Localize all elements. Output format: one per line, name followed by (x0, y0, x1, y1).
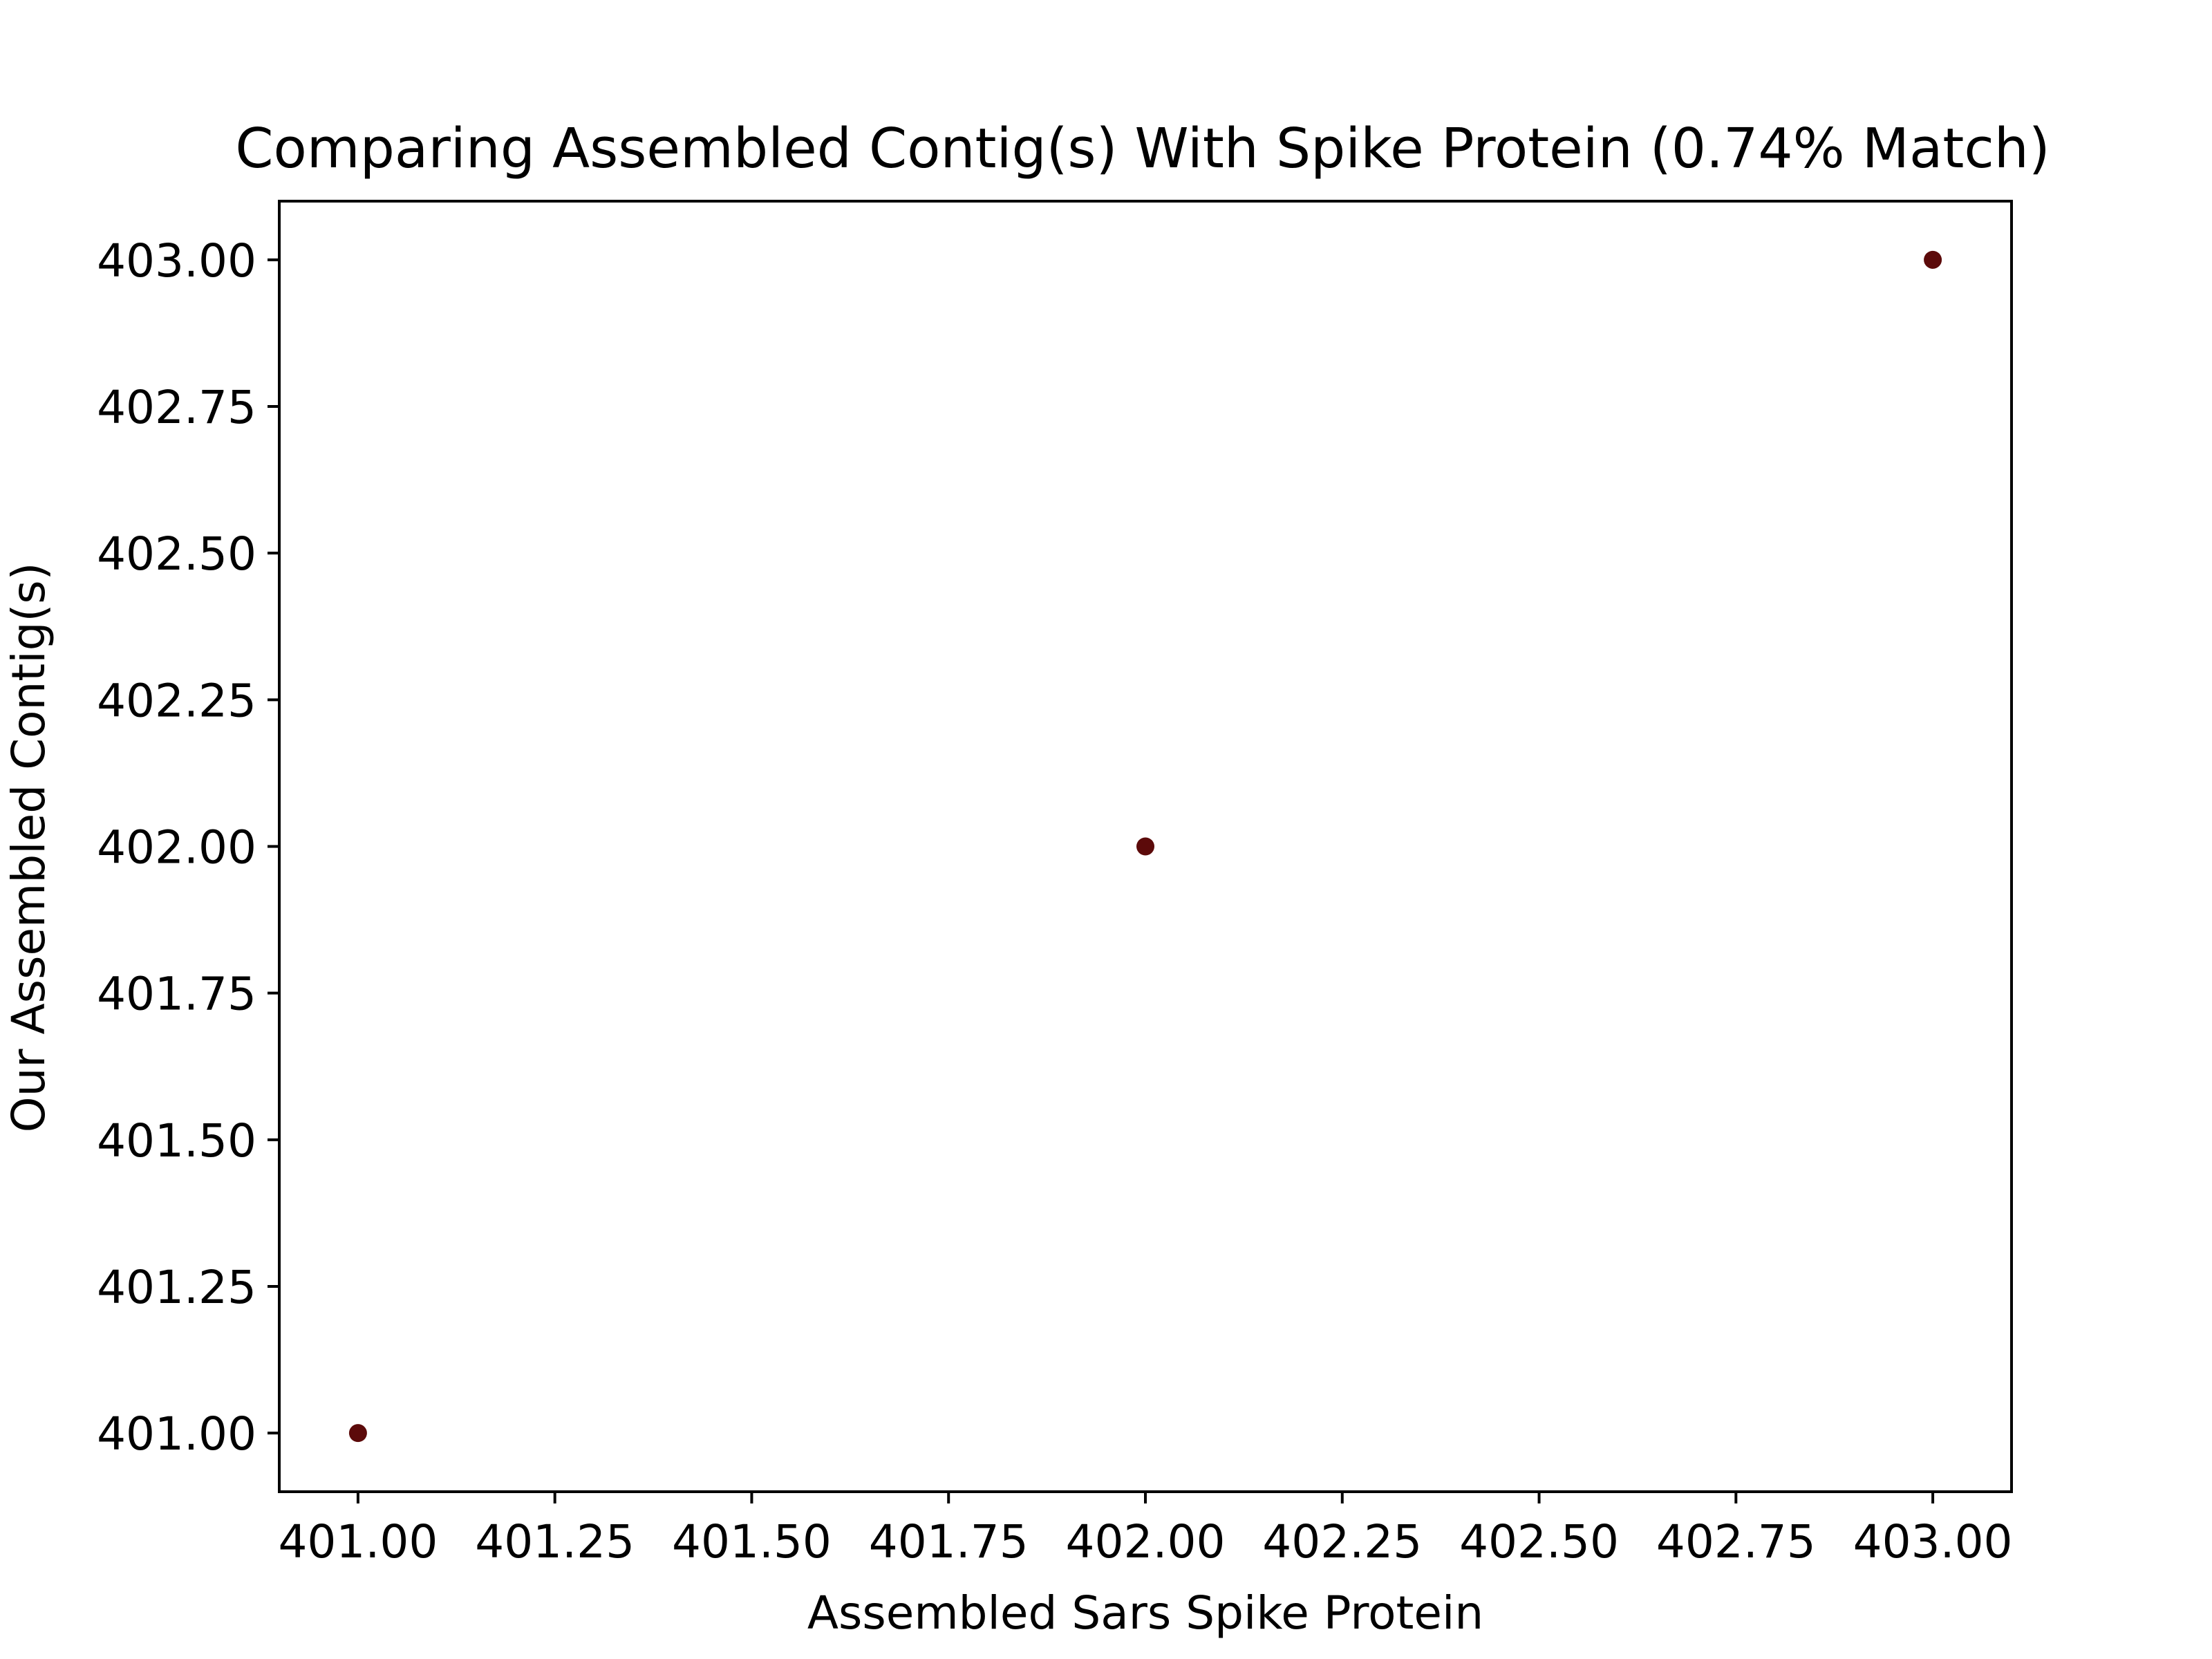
y-tick-label: 401.25 (97, 1261, 256, 1314)
x-tick-label: 401.75 (869, 1515, 1029, 1568)
x-tick-label: 401.00 (278, 1515, 438, 1568)
x-axis: 401.00 401.25 401.50 401.75 402.00 402.25 402.… (278, 1492, 2013, 1568)
y-tick-label: 403.00 (97, 234, 256, 288)
x-axis-title: Assembled Sars Spike Protein (807, 1586, 1483, 1640)
x-tick-label: 402.50 (1459, 1515, 1619, 1568)
y-tick-label: 402.25 (97, 674, 256, 727)
scatter-point (1924, 250, 1942, 269)
y-tick-label: 401.00 (97, 1407, 256, 1461)
x-tick-label: 402.75 (1656, 1515, 1816, 1568)
scatter-point (348, 1424, 367, 1443)
chart-title: Comparing Assembled Contig(s) With Spike… (235, 117, 2050, 180)
scatter-point (1136, 837, 1154, 856)
y-tick-label: 402.50 (97, 527, 256, 581)
y-axis: 401.00 401.25 401.50 401.75 402.00 402.25 402.… (97, 234, 279, 1461)
y-tick-label: 401.50 (97, 1114, 256, 1168)
y-tick-label: 401.75 (97, 968, 256, 1021)
y-tick-label: 402.00 (97, 821, 256, 874)
x-tick-label: 402.25 (1262, 1515, 1422, 1568)
data-points (348, 250, 1942, 1443)
y-axis-title: Our Assembled Contig(s) (2, 563, 55, 1133)
x-tick-label: 402.00 (1066, 1515, 1226, 1568)
y-tick-label: 402.75 (97, 381, 256, 434)
x-tick-label: 401.25 (475, 1515, 635, 1568)
x-tick-label: 403.00 (1853, 1515, 2013, 1568)
x-tick-label: 401.50 (672, 1515, 832, 1568)
